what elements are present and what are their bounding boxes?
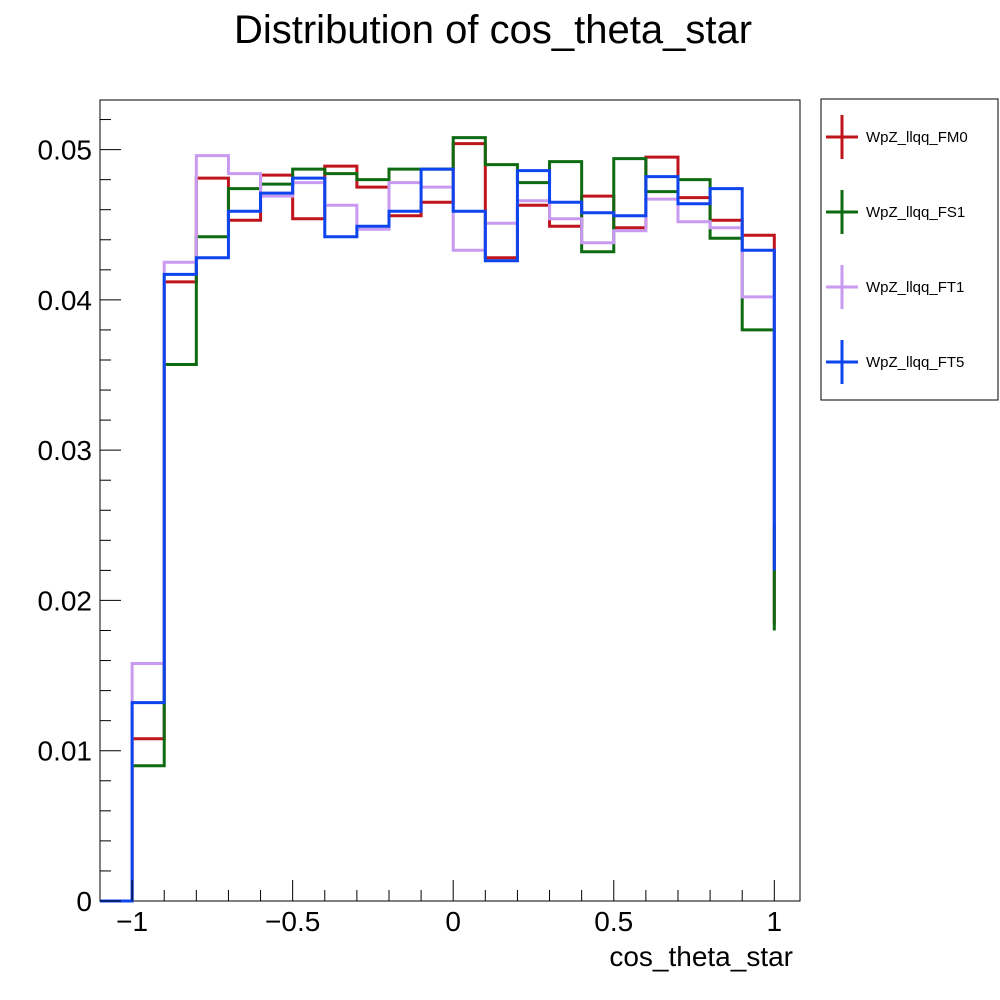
y-tick-label: 0.03 xyxy=(38,435,93,466)
x-axis-title: cos_theta_star xyxy=(609,941,793,972)
x-tick-label: 0 xyxy=(445,906,461,937)
legend-box xyxy=(820,98,999,401)
y-tick-label: 0.01 xyxy=(38,736,93,767)
series-line-3 xyxy=(100,167,776,903)
y-tick-label: 0.05 xyxy=(38,135,93,166)
legend-label: WpZ_llqq_FM0 xyxy=(866,129,968,146)
legend-label: WpZ_llqq_FT5 xyxy=(866,354,964,371)
series-line-2 xyxy=(100,154,776,903)
x-tick-label: −0.5 xyxy=(265,906,320,937)
series-layer xyxy=(100,136,776,903)
legend-entry: WpZ_llqq_FT5 xyxy=(826,340,964,384)
legend: WpZ_llqq_FM0 WpZ_llqq_FS1 WpZ_llqq_FT1 WpZ_… xyxy=(820,98,999,401)
legend-entry: WpZ_llqq_FS1 xyxy=(826,190,965,234)
y-axis: 0 0.01 0.02 0.03 0.04 0.05 xyxy=(38,119,121,917)
legend-label: WpZ_llqq_FT1 xyxy=(866,279,964,296)
y-tick-label: 0.02 xyxy=(38,585,93,616)
legend-label: WpZ_llqq_FS1 xyxy=(866,204,965,221)
x-tick-label: −1 xyxy=(116,906,148,937)
y-tick-label: 0 xyxy=(76,886,92,917)
x-tick-label: 0.5 xyxy=(594,906,633,937)
series-line-1 xyxy=(100,136,776,903)
plot-frame xyxy=(99,99,801,902)
legend-entry: WpZ_llqq_FT1 xyxy=(826,265,964,309)
chart-title: Distribution of cos_theta_star xyxy=(233,8,753,52)
x-tick-label: 1 xyxy=(767,906,783,937)
y-tick-label: 0.04 xyxy=(38,285,93,316)
legend-entry: WpZ_llqq_FM0 xyxy=(826,115,968,159)
x-axis: −1 −0.5 0 0.5 1 xyxy=(116,880,782,937)
